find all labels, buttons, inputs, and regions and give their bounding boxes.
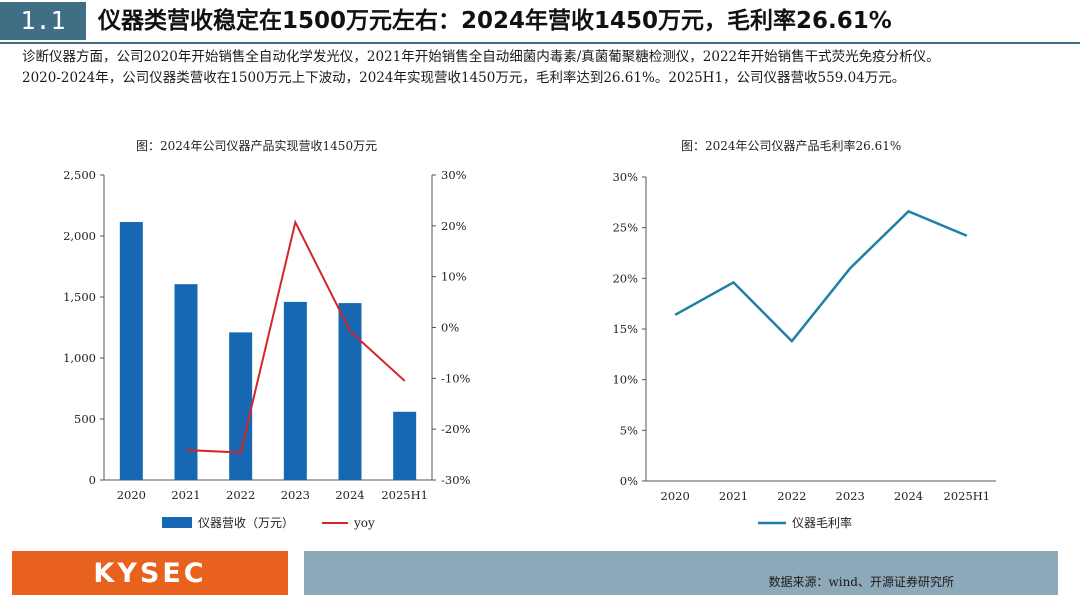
section-number: 1.1 bbox=[0, 2, 86, 40]
chart1-right-tick-label: 0% bbox=[441, 321, 459, 335]
chart2-y-tick-label: 15% bbox=[612, 322, 638, 336]
chart2-x-tick-label: 2020 bbox=[661, 489, 690, 503]
chart1-x-tick-label: 2022 bbox=[226, 488, 255, 502]
footer: KYSEC 数据来源：wind、开源证券研究所 bbox=[0, 550, 1080, 600]
chart1-legend-swatch-bar bbox=[162, 517, 192, 528]
description: 诊断仪器方面，公司2020年开始销售全自动化学发光仪，2021年开始销售全自动细… bbox=[22, 47, 1052, 89]
chart1-x-tick-label: 2021 bbox=[171, 488, 200, 502]
chart1-legend-label-line: yoy bbox=[353, 516, 375, 530]
chart1-right-tick-label: 10% bbox=[441, 270, 467, 284]
header-divider bbox=[0, 42, 1080, 44]
chart1-right-tick-label: -10% bbox=[441, 371, 471, 385]
source-bar: 数据来源：wind、开源证券研究所 bbox=[304, 551, 1058, 595]
data-source: 数据来源：wind、开源证券研究所 bbox=[768, 575, 954, 589]
chart2-title: 图：2024年公司仪器产品毛利率26.61% bbox=[681, 139, 902, 153]
page-title: 仪器类营收稳定在1500万元左右：2024年营收1450万元，毛利率26.61% bbox=[98, 8, 892, 34]
chart2-x-tick-label: 2022 bbox=[777, 489, 806, 503]
chart1-title: 图：2024年公司仪器产品实现营收1450万元 bbox=[136, 139, 378, 153]
chart1-x-tick-label: 2024 bbox=[335, 488, 364, 502]
chart1-x-tick-label: 2020 bbox=[117, 488, 146, 502]
chart1-left-tick-label: 1,000 bbox=[63, 351, 96, 365]
chart1-left-tick-label: 1,500 bbox=[63, 290, 96, 304]
chart1-left-tick-label: 2,000 bbox=[63, 229, 96, 243]
chart2-y-tick-label: 20% bbox=[612, 271, 638, 285]
logo-text: KYSEC bbox=[93, 557, 207, 589]
logo: KYSEC bbox=[12, 551, 288, 595]
chart1-left-tick-label: 500 bbox=[74, 412, 96, 426]
header: 1.1 仪器类营收稳定在1500万元左右：2024年营收1450万元，毛利率26… bbox=[0, 0, 1080, 44]
chart2-y-tick-label: 25% bbox=[612, 221, 638, 235]
chart2-x-tick-label: 2021 bbox=[719, 489, 748, 503]
chart1-left-tick-label: 0 bbox=[89, 473, 96, 487]
chart1-bar bbox=[174, 284, 198, 480]
description-paragraph-2: 2020-2024年，公司仪器类营收在1500万元上下波动，2024年实现营收1… bbox=[22, 70, 906, 86]
chart1-legend-label-bar: 仪器营收（万元） bbox=[198, 516, 294, 530]
chart2-x-tick-label: 2024 bbox=[894, 489, 923, 503]
chart1-x-tick-label: 2023 bbox=[281, 488, 310, 502]
chart1-bar bbox=[229, 332, 253, 480]
chart1-right-tick-label: 20% bbox=[441, 219, 467, 233]
chart2-y-tick-label: 10% bbox=[612, 373, 638, 387]
chart1-right-tick-label: -30% bbox=[441, 473, 471, 487]
chart2-y-tick-label: 0% bbox=[620, 474, 638, 488]
chart1-bar bbox=[338, 303, 362, 480]
chart1-bar bbox=[283, 301, 307, 480]
description-paragraph-1: 诊断仪器方面，公司2020年开始销售全自动化学发光仪，2021年开始销售全自动细… bbox=[22, 49, 940, 65]
chart2-legend-label: 仪器毛利率 bbox=[792, 515, 852, 530]
chart2-margin-line bbox=[674, 209, 968, 344]
chart1-left-tick-label: 2,500 bbox=[63, 168, 96, 182]
charts-canvas: 0 500 1,000 1,500 2,000 2,500 -30% -20% -10% 0% 10… bbox=[63, 168, 996, 530]
chart1-bar bbox=[119, 221, 143, 480]
chart1-right-tick-label: 30% bbox=[441, 168, 467, 182]
chart1-bar bbox=[393, 411, 417, 480]
chart2-y-tick-label: 5% bbox=[620, 423, 638, 437]
chart1-right-tick-label: -20% bbox=[441, 422, 471, 436]
chart2-y-tick-label: 30% bbox=[612, 170, 638, 184]
chart1-x-tick-label: 2025H1 bbox=[381, 488, 428, 502]
chart2-x-tick-label: 2023 bbox=[836, 489, 865, 503]
chart1-yoy-line bbox=[185, 219, 406, 454]
chart2-x-tick-label: 2025H1 bbox=[944, 489, 991, 503]
